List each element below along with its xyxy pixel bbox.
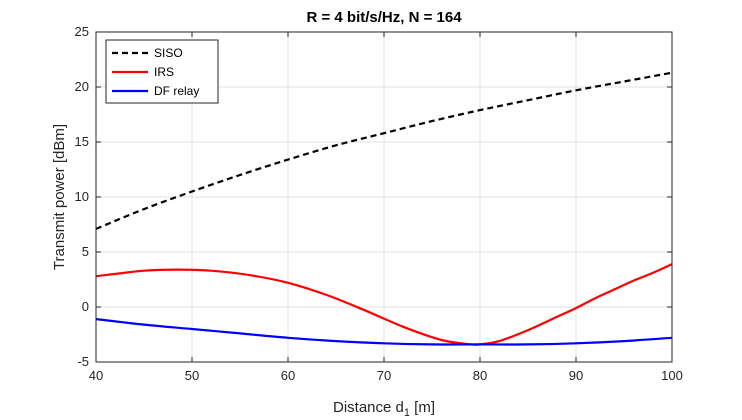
y-axis-title: Transmit power [dBm] [51, 124, 68, 270]
x-tick-label: 50 [185, 368, 199, 383]
x-tick-label: 80 [473, 368, 487, 383]
y-tick-label: 15 [75, 134, 89, 149]
x-axis-title-main: Distance d [333, 399, 404, 416]
y-tick-label: 10 [75, 189, 89, 204]
x-tick-label: 100 [661, 368, 683, 383]
legend-label-siso: SISO [154, 46, 183, 60]
y-tick-label: 5 [82, 244, 89, 259]
series-lines [95, 71, 673, 346]
y-tick-label: 25 [75, 24, 89, 39]
x-tick-label: 60 [281, 368, 295, 383]
y-tick-label: 0 [82, 299, 89, 314]
x-axis-title-unit: [m] [410, 399, 435, 416]
x-axis-title: Distance d1 [m] [333, 399, 435, 419]
x-axis-title-subscript: 1 [404, 407, 410, 419]
x-tick-label: 40 [89, 368, 103, 383]
legend-label-df-relay: DF relay [154, 84, 199, 98]
y-tick-label: -5 [77, 354, 89, 369]
series-line-df-relay [95, 318, 673, 346]
y-tick-label: 20 [75, 79, 89, 94]
axis-ticks: 40 50 60 70 80 90 100 -5 0 5 10 15 20 25 [75, 24, 683, 383]
x-tick-label: 70 [377, 368, 391, 383]
legend-label-irs: IRS [154, 65, 174, 79]
chart-title: R = 4 bit/s/Hz, N = 164 [306, 9, 462, 26]
series-line-siso [95, 71, 673, 230]
x-tick-label: 90 [569, 368, 583, 383]
legend: SISO IRS DF relay [105, 39, 219, 104]
